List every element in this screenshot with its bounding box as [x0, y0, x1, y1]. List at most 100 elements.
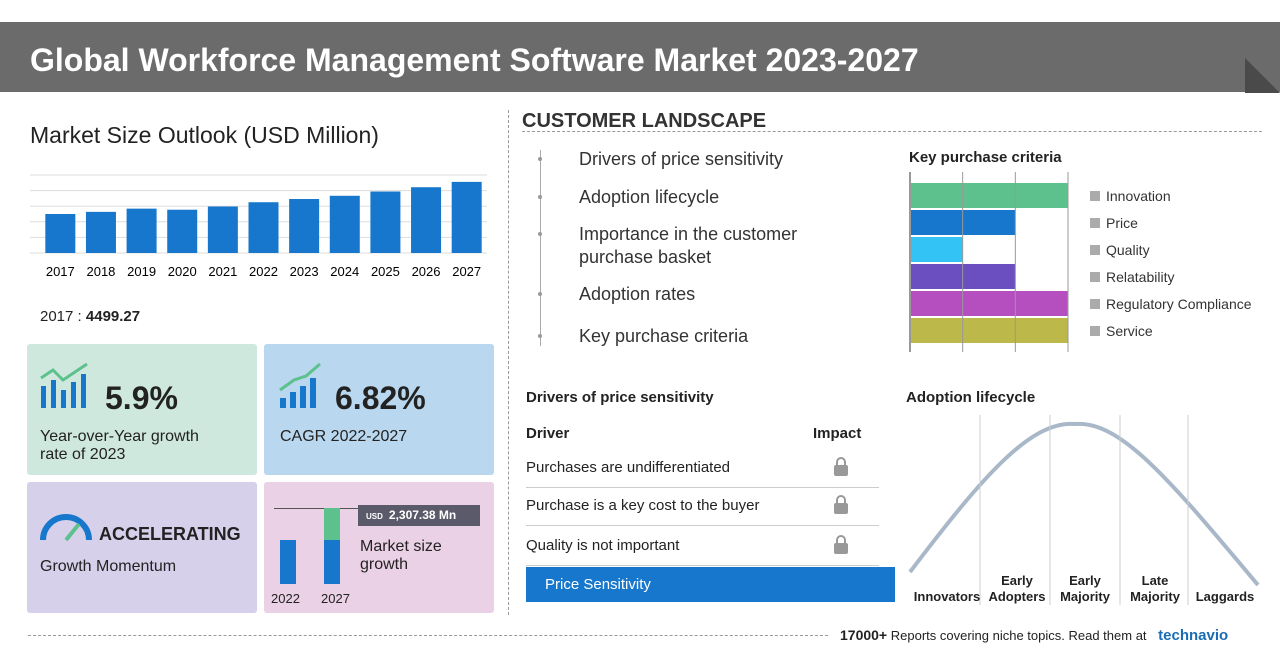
col-header: Impact	[813, 425, 862, 442]
growth-value: 2,307.38 Mn	[388, 508, 457, 522]
list-dot	[538, 292, 542, 296]
bar-growth	[324, 508, 340, 540]
footer-text: Reports covering niche topics. Read them…	[890, 628, 1147, 643]
stage-label: Early Majority	[1060, 573, 1110, 604]
momentum-label: Growth Momentum	[40, 558, 177, 575]
footer-count: 17000+	[840, 627, 888, 643]
page-title: Global Workforce Management Software Mar…	[30, 42, 919, 78]
stage-label: Late Majority	[1130, 573, 1180, 604]
momentum-card: ACCELERATING Growth Momentum	[27, 482, 257, 613]
list-line	[540, 150, 541, 346]
legend-label: Price	[1106, 215, 1138, 231]
growth-card: 2022 2027 USD 2,307.38 Mn Market size gro…	[264, 482, 494, 613]
icon	[40, 362, 88, 408]
brand: technavio	[1158, 627, 1229, 644]
lock-icon	[834, 543, 848, 554]
cagr-value: 6.82%	[335, 380, 426, 416]
bar	[126, 208, 157, 253]
x-tick-label: 2026	[412, 264, 441, 279]
section-rule	[522, 131, 1262, 132]
list-item: Drivers of price sensitivity	[579, 149, 784, 169]
list-dot	[538, 195, 542, 199]
list-dot	[538, 334, 542, 338]
x-tick-label: 2019	[127, 264, 156, 279]
x-tick-label: 2020	[168, 264, 197, 279]
bar	[411, 187, 442, 253]
legend-swatch	[1090, 326, 1100, 336]
legend-label: Regulatory Compliance	[1106, 296, 1252, 312]
yoy-card: 5.9% Year-over-Year growth rate of 2023	[27, 344, 257, 475]
chart-title: Market Size Outlook (USD Million)	[30, 122, 379, 148]
icon	[40, 514, 92, 542]
bar	[45, 214, 76, 253]
kpc-title: Key purchase criteria	[909, 149, 1062, 166]
legend-swatch	[1090, 191, 1100, 201]
corner-fold	[1245, 58, 1280, 93]
bar	[910, 183, 1068, 208]
first-year: 2017	[40, 308, 74, 325]
bar	[451, 181, 482, 253]
legend-label: Service	[1106, 323, 1153, 339]
lock-shackle	[836, 535, 846, 543]
bar	[289, 199, 320, 253]
rule	[274, 508, 358, 509]
header-band	[0, 22, 1280, 92]
x-tick-label: 2017	[46, 264, 75, 279]
x-tick-label: 2022	[249, 264, 278, 279]
adoption-title: Adoption lifecycle	[906, 389, 1036, 406]
first-year-label: 2017 : 4499.27	[40, 308, 141, 325]
cagr-card: 6.82% CAGR 2022-2027	[264, 344, 494, 475]
bar	[248, 202, 279, 253]
x-tick-label: 2024	[330, 264, 359, 279]
list-dot	[538, 232, 542, 236]
bar	[370, 191, 401, 253]
yoy-label: Year-over-Year growth rate of 2023	[40, 428, 199, 463]
footer-rule	[28, 635, 828, 636]
first-value: 4499.27	[85, 308, 141, 325]
x-tick-label: 2027	[452, 264, 481, 279]
stage-label: Laggards	[1195, 589, 1255, 604]
list-item: Adoption lifecycle	[579, 187, 720, 207]
section-title: CUSTOMER LANDSCAPE	[522, 110, 767, 132]
adoption-curve	[908, 421, 1260, 587]
legend-swatch	[1090, 245, 1100, 255]
list-dot	[538, 157, 542, 161]
lock-shackle	[836, 457, 846, 465]
stage-label: Early Adopters	[988, 573, 1046, 604]
bar-2022	[280, 540, 296, 584]
col-header: Driver	[526, 425, 570, 442]
lock-shackle	[836, 495, 846, 503]
momentum-value: ACCELERATING	[99, 524, 241, 544]
list-item: Key purchase criteria	[579, 326, 749, 346]
table-row: Quality is not important	[526, 527, 879, 566]
legend-label: Quality	[1106, 242, 1150, 258]
x-tick-label: 2018	[86, 264, 115, 279]
bar	[167, 209, 198, 253]
x-tick-label: 2023	[290, 264, 319, 279]
table-row: Purchase is a key cost to the buyer	[526, 487, 879, 526]
bar	[910, 318, 1068, 343]
legend-swatch	[1090, 299, 1100, 309]
icon	[279, 362, 321, 408]
yoy-value: 5.9%	[105, 380, 178, 416]
year-to: 2027	[321, 591, 350, 606]
legend-swatch	[1090, 272, 1100, 282]
x-tick-label: 2021	[208, 264, 237, 279]
legend-swatch	[1090, 218, 1100, 228]
table-row: Price Sensitivity	[526, 567, 895, 602]
lock-icon	[834, 503, 848, 514]
stage-label: Innovators	[913, 589, 981, 604]
lock-icon	[834, 465, 848, 476]
footer: 17000+ Reports covering niche topics. Re…	[840, 627, 1228, 644]
bar	[85, 211, 116, 253]
growth-label: Market size growth	[360, 538, 442, 573]
list-item: Adoption rates	[579, 284, 696, 304]
bar	[910, 237, 963, 262]
list-item: Importance in the customer purchase bask…	[579, 224, 798, 267]
bar	[910, 291, 1068, 316]
x-tick-label: 2025	[371, 264, 400, 279]
bar	[329, 195, 360, 253]
cagr-label: CAGR 2022-2027	[280, 428, 408, 445]
